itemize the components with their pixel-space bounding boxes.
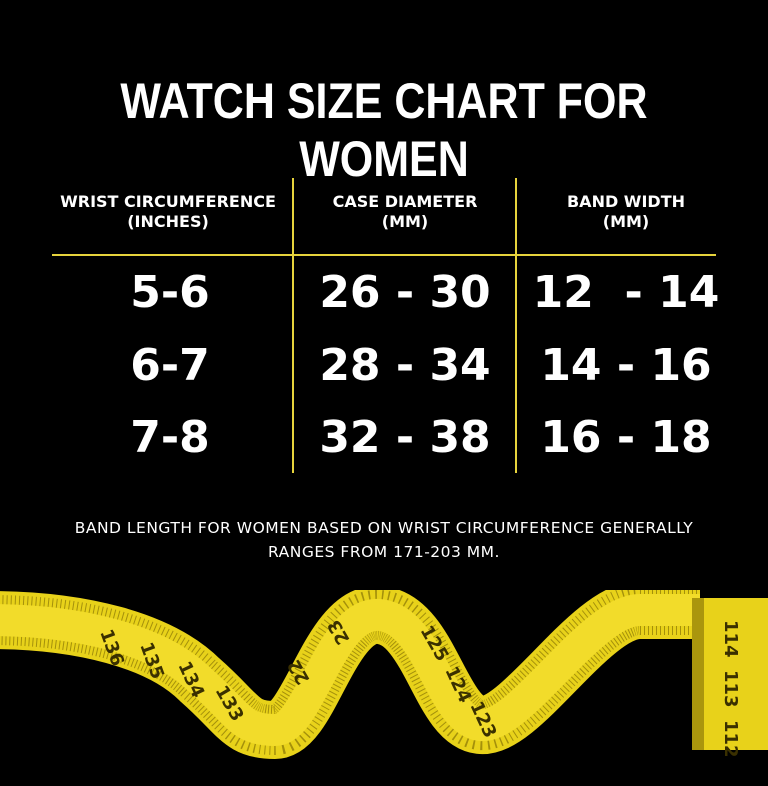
svg-text:114: 114 xyxy=(720,620,741,658)
note-line: BAND LENGTH FOR WOMEN BASED ON WRIST CIR… xyxy=(74,519,694,537)
header-line: WRIST CIRCUMFERENCE xyxy=(60,192,276,211)
svg-text:112: 112 xyxy=(720,720,741,758)
cell-wrist: 6-7 xyxy=(130,340,210,391)
cell-case: 26 - 30 xyxy=(319,267,491,318)
column-divider xyxy=(292,178,294,473)
cell-case: 32 - 38 xyxy=(319,412,491,463)
cell-band: 14 - 16 xyxy=(540,340,712,391)
header-wrist: WRIST CIRCUMFERENCE (INCHES) xyxy=(52,192,284,232)
note-line: RANGES FROM 171-203 MM. xyxy=(268,543,500,561)
cell-band: 12 - 14 xyxy=(532,267,720,318)
cell-case: 28 - 34 xyxy=(319,340,491,391)
header-band: BAND WIDTH (MM) xyxy=(518,192,734,232)
header-case: CASE DIAMETER (MM) xyxy=(296,192,514,232)
header-unit: (INCHES) xyxy=(127,212,209,231)
header-line: CASE DIAMETER xyxy=(332,192,478,211)
page-title: WATCH SIZE CHART FOR WOMEN xyxy=(120,73,648,187)
column-divider xyxy=(515,178,517,473)
band-length-note: BAND LENGTH FOR WOMEN BASED ON WRIST CIR… xyxy=(0,516,768,564)
svg-text:113: 113 xyxy=(720,670,741,708)
cell-wrist: 7-8 xyxy=(130,412,210,463)
header-unit: (MM) xyxy=(381,212,429,231)
header-unit: (MM) xyxy=(602,212,650,231)
measuring-tape-image: 136 135 134 133 23 22 125 124 123 114 11… xyxy=(0,590,768,760)
cell-wrist: 5-6 xyxy=(130,267,210,318)
header-line: BAND WIDTH xyxy=(566,192,685,211)
header-divider xyxy=(52,254,716,256)
cell-band: 16 - 18 xyxy=(540,412,712,463)
